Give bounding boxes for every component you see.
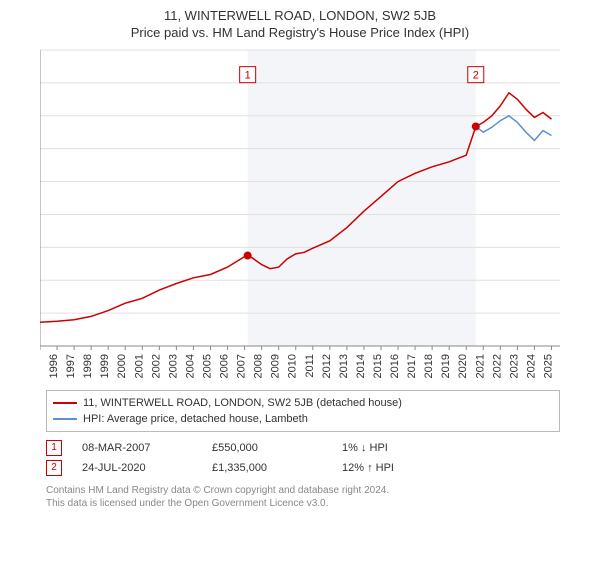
- xtick-label: 2003: [167, 354, 179, 378]
- footer-attribution: Contains HM Land Registry data © Crown c…: [46, 484, 560, 510]
- page-subtitle: Price paid vs. HM Land Registry's House …: [0, 25, 600, 40]
- xtick-label: 1996: [48, 354, 60, 378]
- sale-date: 08-MAR-2007: [82, 438, 192, 458]
- legend-label: HPI: Average price, detached house, Lamb…: [83, 411, 308, 427]
- sale-delta: 12% ↑ HPI: [342, 458, 394, 478]
- xtick-label: 2019: [440, 354, 452, 378]
- sale-number-box: 2: [46, 460, 62, 476]
- xtick-label: 2025: [542, 354, 554, 378]
- xtick-label: 2002: [150, 354, 162, 378]
- xtick-label: 1995: [40, 354, 43, 378]
- xtick-label: 2004: [184, 354, 196, 378]
- sale-callout-label: 1: [245, 70, 251, 82]
- xtick-label: 2017: [406, 354, 418, 378]
- xtick-label: 2016: [389, 354, 401, 378]
- xtick-label: 2024: [525, 354, 537, 378]
- xtick-label: 2012: [321, 354, 333, 378]
- xtick-label: 2008: [253, 354, 265, 378]
- xtick-label: 2005: [201, 354, 213, 378]
- xtick-label: 1997: [65, 354, 77, 378]
- xtick-label: 2000: [116, 354, 128, 378]
- xtick-label: 2013: [338, 354, 350, 378]
- sale-row: 2 24-JUL-2020 £1,335,000 12% ↑ HPI: [46, 458, 560, 478]
- xtick-label: 2001: [133, 354, 145, 378]
- sale-number-box: 1: [46, 440, 62, 456]
- xtick-label: 2023: [508, 354, 520, 378]
- sale-marker-dot: [472, 122, 480, 130]
- legend-swatch: [53, 402, 77, 404]
- sale-price: £1,335,000: [212, 458, 322, 478]
- chart-area: £0£200K£400K£600K£800K£1M£1.2M£1.4M£1.6M…: [40, 46, 600, 386]
- sale-callout-label: 2: [473, 70, 479, 82]
- xtick-label: 2009: [270, 354, 282, 378]
- legend-row: HPI: Average price, detached house, Lamb…: [53, 411, 553, 427]
- xtick-label: 2020: [457, 354, 469, 378]
- page-title: 11, WINTERWELL ROAD, LONDON, SW2 5JB: [0, 8, 600, 23]
- legend-label: 11, WINTERWELL ROAD, LONDON, SW2 5JB (de…: [83, 395, 402, 411]
- xtick-label: 2014: [355, 354, 367, 378]
- sale-date: 24-JUL-2020: [82, 458, 192, 478]
- xtick-label: 2011: [304, 354, 316, 378]
- xtick-label: 1999: [99, 354, 111, 378]
- sale-price: £550,000: [212, 438, 322, 458]
- xtick-label: 2010: [287, 354, 299, 378]
- price-chart: £0£200K£400K£600K£800K£1M£1.2M£1.4M£1.6M…: [40, 46, 600, 386]
- xtick-label: 2022: [491, 354, 503, 378]
- xtick-label: 2021: [474, 354, 486, 378]
- legend-row: 11, WINTERWELL ROAD, LONDON, SW2 5JB (de…: [53, 395, 553, 411]
- legend: 11, WINTERWELL ROAD, LONDON, SW2 5JB (de…: [46, 390, 560, 432]
- legend-swatch: [53, 418, 77, 420]
- sales-table: 1 08-MAR-2007 £550,000 1% ↓ HPI 2 24-JUL-2020…: [46, 438, 560, 478]
- footer-line-1: Contains HM Land Registry data © Crown c…: [46, 484, 560, 497]
- xtick-label: 2015: [372, 354, 384, 378]
- xtick-label: 2018: [423, 354, 435, 378]
- sale-row: 1 08-MAR-2007 £550,000 1% ↓ HPI: [46, 438, 560, 458]
- footer-line-2: This data is licensed under the Open Gov…: [46, 497, 560, 510]
- xtick-label: 1998: [82, 354, 94, 378]
- sale-marker-dot: [244, 252, 252, 260]
- sale-delta: 1% ↓ HPI: [342, 438, 388, 458]
- chart-container: 11, WINTERWELL ROAD, LONDON, SW2 5JB Pri…: [0, 8, 600, 568]
- xtick-label: 2006: [219, 354, 231, 378]
- xtick-label: 2007: [236, 354, 248, 378]
